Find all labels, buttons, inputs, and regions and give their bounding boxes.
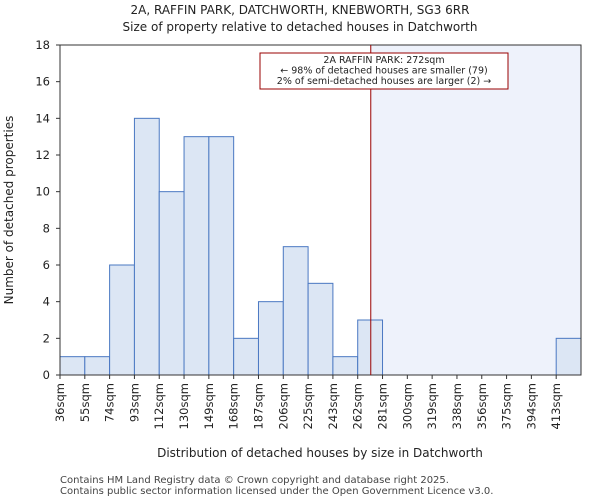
x-tick-label: 55sqm bbox=[78, 383, 92, 422]
x-tick-label: 262sqm bbox=[351, 383, 365, 429]
x-tick-label: 375sqm bbox=[500, 383, 514, 429]
y-tick-label: 0 bbox=[43, 368, 50, 382]
footer-line-2: Contains public sector information licen… bbox=[60, 486, 493, 497]
annotation-line-2: ← 98% of detached houses are smaller (79… bbox=[280, 66, 487, 77]
y-tick-label: 8 bbox=[43, 221, 50, 235]
bar-243sqm bbox=[332, 356, 359, 376]
x-tick-label: 130sqm bbox=[177, 383, 191, 429]
annotation-line-1: 2A RAFFIN PARK: 272sqm bbox=[323, 55, 444, 66]
y-tick-label: 2 bbox=[43, 331, 50, 345]
x-axis-label: Distribution of detached houses by size … bbox=[157, 446, 483, 460]
y-tick-label: 16 bbox=[35, 75, 50, 89]
x-tick-label: 356sqm bbox=[475, 383, 489, 429]
bar-225sqm bbox=[307, 282, 334, 376]
chart-title-line-2: Size of property relative to detached ho… bbox=[123, 20, 478, 34]
x-tick-label: 281sqm bbox=[376, 383, 390, 429]
bar-112sqm bbox=[158, 191, 185, 376]
x-tick-label: 187sqm bbox=[251, 383, 265, 429]
bar-149sqm bbox=[208, 136, 235, 376]
bar-74sqm bbox=[109, 264, 135, 376]
bar-413sqm bbox=[555, 337, 582, 376]
x-tick-label: 319sqm bbox=[425, 383, 439, 429]
x-tick-label: 149sqm bbox=[202, 383, 216, 429]
bar-55sqm bbox=[84, 356, 111, 376]
x-tick-label: 74sqm bbox=[103, 383, 117, 422]
y-tick-label: 6 bbox=[43, 258, 50, 272]
x-tick-label: 394sqm bbox=[524, 383, 538, 429]
bar-187sqm bbox=[257, 301, 284, 376]
y-axis-label: Number of detached properties bbox=[2, 116, 16, 305]
y-tick-label: 14 bbox=[35, 111, 50, 125]
y-tick-label: 12 bbox=[35, 148, 50, 162]
x-tick-label: 243sqm bbox=[326, 383, 340, 429]
bar-206sqm bbox=[282, 246, 309, 376]
chart-title-line-1: 2A, RAFFIN PARK, DATCHWORTH, KNEBWORTH, … bbox=[131, 3, 470, 17]
bar-36sqm bbox=[59, 356, 86, 376]
x-tick-label: 206sqm bbox=[276, 383, 290, 429]
x-tick-label: 338sqm bbox=[450, 383, 464, 429]
bar-168sqm bbox=[233, 337, 259, 376]
footer-line-1: Contains HM Land Registry data © Crown c… bbox=[60, 475, 449, 486]
x-tick-label: 168sqm bbox=[227, 383, 241, 429]
x-tick-label: 300sqm bbox=[400, 383, 414, 429]
plot-frame bbox=[59, 44, 582, 376]
x-tick-label: 413sqm bbox=[549, 383, 563, 429]
y-tick-label: 18 bbox=[35, 38, 50, 52]
x-tick-label: 93sqm bbox=[127, 383, 141, 422]
x-tick-label: 112sqm bbox=[152, 383, 166, 429]
x-tick-label: 225sqm bbox=[301, 383, 315, 429]
annotation-line-3: 2% of semi-detached houses are larger (2… bbox=[277, 76, 491, 87]
larger-region-shade bbox=[370, 45, 581, 375]
annotation-box bbox=[259, 52, 509, 90]
y-tick-label: 10 bbox=[35, 185, 50, 199]
x-tick-label: 36sqm bbox=[53, 383, 67, 422]
y-tick-label: 4 bbox=[43, 295, 50, 309]
bar-262sqm bbox=[357, 319, 384, 376]
bar-93sqm bbox=[133, 117, 160, 376]
bar-130sqm bbox=[183, 136, 210, 376]
